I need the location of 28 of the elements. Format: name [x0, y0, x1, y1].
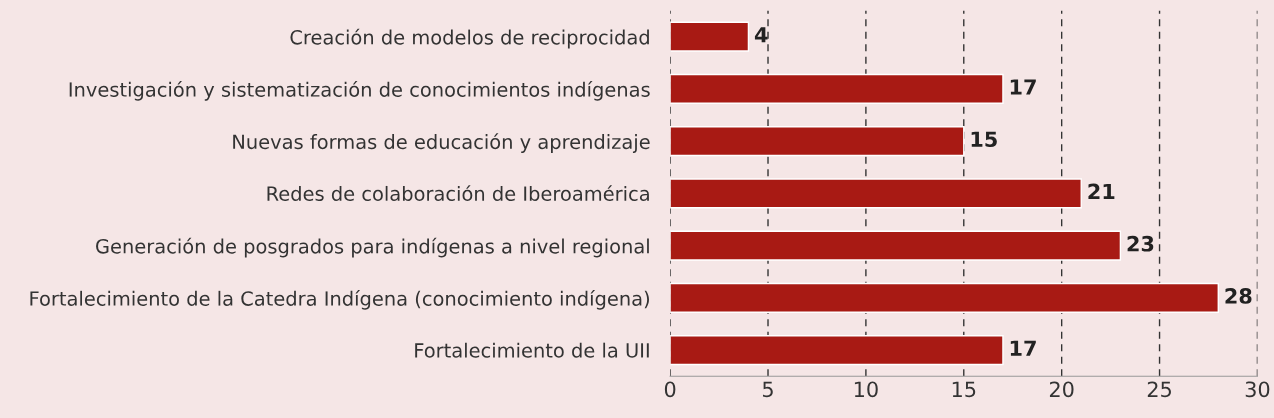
bar	[670, 73, 1004, 104]
x-tick-label: 20	[1049, 381, 1074, 398]
data-label: 17	[1010, 79, 1036, 95]
bar	[670, 282, 1219, 313]
data-label: 23	[1127, 235, 1154, 252]
y-tick-label: Fortalecimiento de la Catedra Indígena (conocimiento indígena)	[30, 290, 649, 310]
x-tick-label: 25	[1147, 381, 1171, 398]
bar	[670, 178, 1082, 209]
x-tick-label: 30	[1245, 381, 1270, 398]
y-tick-label: Nuevas formas de educación y aprendizaje	[233, 133, 650, 153]
y-tick-label: Generación de posgrados para indígenas a nivel regional	[96, 237, 649, 258]
y-tick-label: Redes de colaboración de Iberoamérica	[267, 185, 649, 201]
data-label: 28	[1225, 288, 1252, 304]
bar	[670, 21, 750, 52]
bar	[670, 335, 1004, 366]
bar	[670, 230, 1122, 261]
data-label: 15	[971, 131, 997, 148]
y-tick-label: Creación de modelos de reciprocidad	[290, 28, 649, 49]
x-tick-label: 0	[664, 381, 676, 398]
x-tick-label: 15	[952, 381, 976, 398]
data-label: 21	[1088, 183, 1115, 200]
y-tick-label: Investigación y sistematización de conocimientos indígenas	[69, 81, 650, 101]
data-label: 17	[1010, 340, 1036, 356]
x-tick-label: 10	[854, 381, 878, 398]
x-tick-label: 5	[762, 381, 773, 398]
y-tick-label: Fortalecimiento de la UII	[415, 342, 649, 358]
data-label: 4	[754, 27, 768, 43]
bar	[670, 126, 965, 157]
